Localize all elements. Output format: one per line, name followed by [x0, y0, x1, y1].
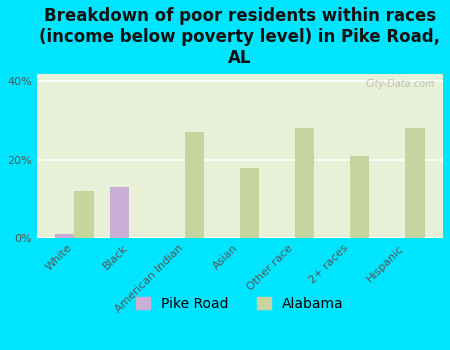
Bar: [295, 128, 314, 238]
Bar: [184, 132, 204, 238]
Bar: [240, 168, 259, 238]
Title: Breakdown of poor residents within races
(income below poverty level) in Pike Ro: Breakdown of poor residents within races…: [39, 7, 440, 66]
Bar: [55, 234, 74, 238]
Bar: [350, 156, 369, 238]
Bar: [74, 191, 94, 238]
Legend: Pike Road, Alabama: Pike Road, Alabama: [131, 292, 349, 316]
Bar: [405, 128, 425, 238]
Bar: [110, 187, 130, 238]
Text: City-Data.com: City-Data.com: [365, 79, 435, 89]
